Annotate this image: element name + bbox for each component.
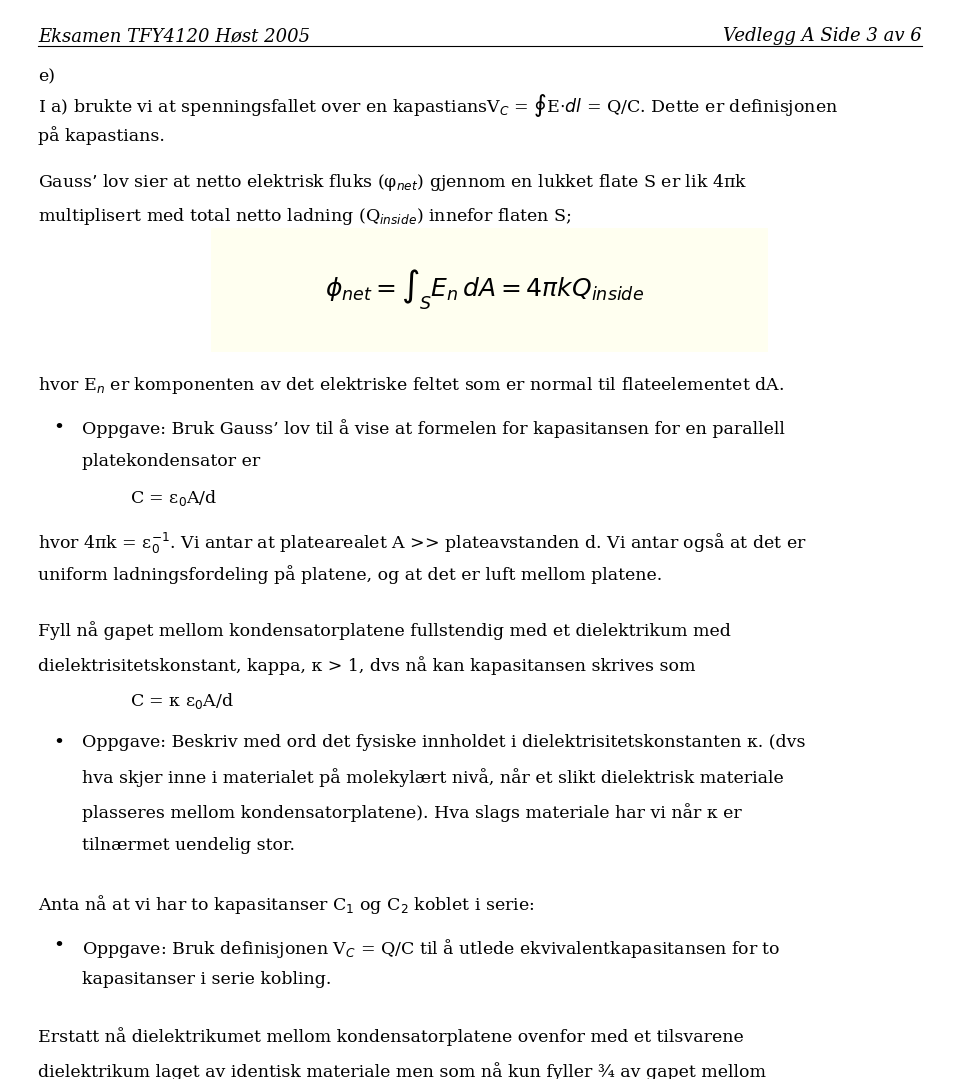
Text: I a) brukte vi at spenningsfallet over en kapastiansV$_C$ = $\oint$E$\cdot dl$ =: I a) brukte vi at spenningsfallet over e… [38,92,838,119]
Text: Oppgave: Bruk Gauss’ lov til å vise at formelen for kapasitansen for en parallel: Oppgave: Bruk Gauss’ lov til å vise at f… [82,419,784,438]
Text: dielektrikum laget av identisk materiale men som nå kun fyller ¾ av gapet mellom: dielektrikum laget av identisk materiale… [38,1062,766,1079]
Text: Anta nå at vi har to kapasitanser C$_1$ og C$_2$ koblet i serie:: Anta nå at vi har to kapasitanser C$_1$ … [38,893,535,916]
Text: plasseres mellom kondensatorplatene). Hva slags materiale har vi når κ er: plasseres mellom kondensatorplatene). Hv… [82,803,741,822]
Text: hvor E$_n$ er komponenten av det elektriske feltet som er normal til flateelemen: hvor E$_n$ er komponenten av det elektri… [38,375,784,396]
Text: platekondensator er: platekondensator er [82,453,260,470]
Text: kapasitanser i serie kobling.: kapasitanser i serie kobling. [82,971,331,988]
Text: Fyll nå gapet mellom kondensatorplatene fullstendig med et dielektrikum med: Fyll nå gapet mellom kondensatorplatene … [38,622,732,641]
Text: tilnærmet uendelig stor.: tilnærmet uendelig stor. [82,837,295,855]
Text: •: • [53,734,64,752]
Text: Vedlegg A Side 3 av 6: Vedlegg A Side 3 av 6 [723,27,922,45]
Text: Erstatt nå dielektrikumet mellom kondensatorplatene ovenfor med et tilsvarene: Erstatt nå dielektrikumet mellom kondens… [38,1027,744,1047]
Text: Gauss’ lov sier at netto elektrisk fluks (φ$_{net}$) gjennom en lukket flate S e: Gauss’ lov sier at netto elektrisk fluks… [38,172,748,192]
Text: •: • [53,937,64,955]
Text: uniform ladningsfordeling på platene, og at det er luft mellom platene.: uniform ladningsfordeling på platene, og… [38,565,662,585]
Text: multiplisert med total netto ladning (Q$_{inside}$) innefor flaten S;: multiplisert med total netto ladning (Q$… [38,206,572,227]
Text: Oppgave: Bruk definisjonen V$_C$ = Q/C til å utlede ekvivalentkapasitansen for t: Oppgave: Bruk definisjonen V$_C$ = Q/C t… [82,937,780,959]
Text: på kapastians.: på kapastians. [38,126,165,146]
Text: dielektrisitetskonstant, kappa, κ > 1, dvs nå kan kapasitansen skrives som: dielektrisitetskonstant, kappa, κ > 1, d… [38,656,696,675]
Text: Oppgave: Beskriv med ord det fysiske innholdet i dielektrisitetskonstanten κ. (d: Oppgave: Beskriv med ord det fysiske inn… [82,734,805,751]
FancyBboxPatch shape [211,228,768,352]
Text: C = ε$_0$A/d: C = ε$_0$A/d [130,488,217,508]
Text: •: • [53,419,64,437]
Text: Eksamen TFY4120 Høst 2005: Eksamen TFY4120 Høst 2005 [38,27,310,45]
Text: C = κ ε$_0$A/d: C = κ ε$_0$A/d [130,691,233,711]
Text: $\phi_{net} = \int_{S} E_n\,dA = 4\pi k Q_{inside}$: $\phi_{net} = \int_{S} E_n\,dA = 4\pi k … [325,268,644,312]
Text: hvor 4πk = ε$_0^{-1}$. Vi antar at platearealet A >> plateavstanden d. Vi antar : hvor 4πk = ε$_0^{-1}$. Vi antar at plate… [38,531,807,556]
Text: hva skjer inne i materialet på molekylært nivå, når et slikt dielektrisk materia: hva skjer inne i materialet på molekylær… [82,768,783,788]
Text: e): e) [38,68,56,85]
